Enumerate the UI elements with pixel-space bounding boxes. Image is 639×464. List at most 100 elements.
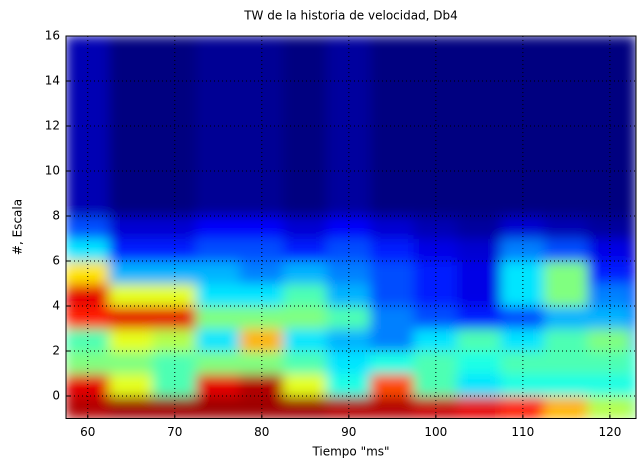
heat-cell bbox=[196, 283, 241, 307]
heat-cell bbox=[370, 238, 415, 262]
heat-cell bbox=[283, 283, 328, 307]
x-tick-label: 120 bbox=[598, 425, 621, 439]
heat-cell bbox=[109, 350, 154, 374]
heat-cell bbox=[196, 395, 241, 419]
heat-cell bbox=[239, 395, 285, 419]
heat-cell bbox=[152, 350, 198, 374]
heat-cell bbox=[587, 283, 633, 307]
heat-cell bbox=[196, 238, 241, 262]
heat-cell bbox=[152, 305, 198, 329]
heat-cell bbox=[196, 373, 241, 397]
heat-cell bbox=[587, 238, 633, 262]
heat-cell bbox=[413, 215, 459, 239]
heat-cell bbox=[631, 395, 636, 419]
heat-cell bbox=[413, 305, 459, 329]
heat-cell bbox=[457, 350, 502, 374]
heat-cell bbox=[66, 350, 111, 374]
y-tick-label: 10 bbox=[45, 164, 60, 178]
heat-cell bbox=[109, 305, 154, 329]
heat-cell bbox=[544, 395, 589, 419]
heat-cell bbox=[66, 215, 111, 239]
x-axis-label: Tiempo "ms" bbox=[311, 445, 389, 459]
heat-cell bbox=[544, 283, 589, 307]
heat-cell bbox=[283, 373, 328, 397]
heat-cell bbox=[631, 260, 636, 284]
heat-cell bbox=[631, 373, 636, 397]
heat-cell bbox=[109, 373, 154, 397]
heat-cell bbox=[413, 283, 459, 307]
heat-cell bbox=[283, 350, 328, 374]
heat-cell bbox=[239, 305, 285, 329]
heat-cell bbox=[631, 283, 636, 307]
x-tick-label: 110 bbox=[511, 425, 534, 439]
heat-cell bbox=[544, 350, 589, 374]
heat-cell bbox=[152, 328, 198, 352]
heat-cell bbox=[457, 283, 502, 307]
heat-cell bbox=[283, 395, 328, 419]
heat-cell bbox=[500, 350, 546, 374]
heat-cell bbox=[370, 328, 415, 352]
y-tick-label: 6 bbox=[52, 254, 60, 268]
heat-cell bbox=[196, 328, 241, 352]
heat-cell bbox=[370, 305, 415, 329]
heat-cell bbox=[109, 215, 154, 239]
heat-cell bbox=[631, 215, 636, 239]
heat-cell bbox=[66, 283, 111, 307]
heat-cell bbox=[544, 305, 589, 329]
heat-cell bbox=[196, 305, 241, 329]
heat-cell bbox=[239, 238, 285, 262]
heat-cell bbox=[587, 36, 633, 217]
heat-cell bbox=[326, 283, 372, 307]
heat-cell bbox=[457, 260, 502, 284]
heat-cell bbox=[413, 238, 459, 262]
heat-cell bbox=[196, 260, 241, 284]
heat-cell bbox=[283, 36, 328, 217]
heat-cell bbox=[500, 238, 546, 262]
heat-cell bbox=[631, 238, 636, 262]
heat-cell bbox=[109, 260, 154, 284]
heat-cell bbox=[587, 328, 633, 352]
plot-frame bbox=[65, 35, 637, 419]
heat-cell bbox=[370, 215, 415, 239]
heat-cell bbox=[326, 395, 372, 419]
heat-cell bbox=[370, 260, 415, 284]
heat-cell bbox=[544, 373, 589, 397]
heat-cell bbox=[109, 328, 154, 352]
y-tick-label: 16 bbox=[45, 29, 60, 43]
y-tick-label: 2 bbox=[52, 344, 60, 358]
heat-cell bbox=[66, 395, 111, 419]
heat-cell bbox=[631, 36, 636, 217]
heat-cell bbox=[587, 305, 633, 329]
axes: 60 70 80 90 100 110 120 0 2 4 6 8 10 12 14 16 bbox=[45, 29, 637, 439]
heat-cell bbox=[283, 238, 328, 262]
heat-cell bbox=[457, 328, 502, 352]
heat-cell bbox=[500, 395, 546, 419]
heat-cell bbox=[109, 283, 154, 307]
heat-cell bbox=[370, 373, 415, 397]
heat-cell bbox=[631, 328, 636, 352]
heat-cell bbox=[239, 283, 285, 307]
heat-cell bbox=[631, 305, 636, 329]
heat-cell bbox=[544, 260, 589, 284]
heat-cell bbox=[587, 350, 633, 374]
heat-cell bbox=[152, 215, 198, 239]
heat-cell bbox=[326, 238, 372, 262]
heat-cell bbox=[413, 36, 459, 217]
heat-cell bbox=[239, 328, 285, 352]
heat-cell bbox=[500, 283, 546, 307]
heat-cell bbox=[326, 328, 372, 352]
heatmap-cells bbox=[66, 36, 636, 419]
heat-cell bbox=[370, 350, 415, 374]
y-axis-label: #, Escala bbox=[11, 199, 25, 255]
heat-cell bbox=[283, 260, 328, 284]
heat-cell bbox=[326, 215, 372, 239]
x-tick-label: 80 bbox=[254, 425, 269, 439]
heat-cell bbox=[109, 395, 154, 419]
heat-cell bbox=[109, 238, 154, 262]
heat-cell bbox=[152, 283, 198, 307]
x-tick-label: 60 bbox=[80, 425, 95, 439]
heat-cell bbox=[283, 305, 328, 329]
heat-cell bbox=[66, 36, 111, 217]
heat-cell bbox=[370, 36, 415, 217]
heat-cell bbox=[370, 395, 415, 419]
